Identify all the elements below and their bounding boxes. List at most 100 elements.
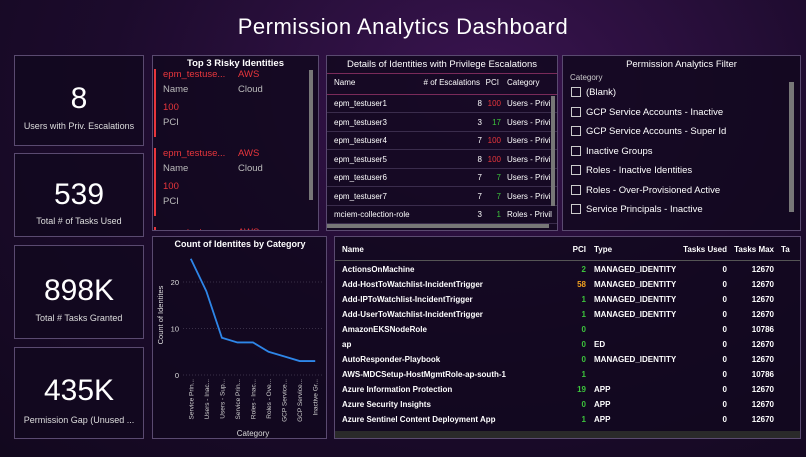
table-cell: 12670: [751, 265, 774, 274]
table-cell: APP: [594, 400, 611, 409]
row-rule: [327, 167, 557, 169]
table-cell: ED: [594, 340, 606, 349]
x-tick-label: GCP Service...: [282, 379, 289, 422]
scrollbar[interactable]: [327, 224, 549, 228]
x-axis-label: Category: [237, 429, 269, 438]
scrollbar[interactable]: [309, 70, 313, 200]
checkbox[interactable]: [571, 126, 581, 136]
table-cell: AWS-MDCSetup-HostMgmtRole-ap-south-1: [342, 370, 506, 379]
x-tick-label: Service Prin...: [188, 379, 195, 420]
kpi-card: 898K Total # Tasks Granted: [14, 245, 144, 339]
kpi-label: Total # of Tasks Used: [36, 216, 122, 226]
chart-panel: Count of Identites by Category Count of …: [152, 236, 327, 439]
y-tick-label: 0: [175, 371, 179, 380]
table-cell: Azure Security Insights: [342, 400, 431, 409]
table-cell: APP: [594, 385, 611, 394]
checkbox[interactable]: [571, 165, 581, 175]
table-cell: 8: [477, 154, 482, 164]
filter-option[interactable]: Service Principals - Inactive: [586, 204, 703, 215]
table-cell: 7: [477, 136, 482, 145]
table-cell: ActionsOnMachine: [342, 265, 415, 274]
table-cell: MANAGED_IDENTITY: [594, 265, 677, 274]
field-label: Name: [163, 84, 189, 95]
y-axis-label: Count of Identites: [156, 285, 165, 344]
identity-name: epm_testuse...: [163, 227, 225, 230]
checkbox[interactable]: [571, 87, 581, 97]
table-cell: 0: [722, 385, 727, 394]
y-tick-label: 10: [171, 324, 179, 333]
table-cell: MANAGED_IDENTITY: [594, 295, 677, 304]
checkbox[interactable]: [571, 106, 581, 117]
table-cell: 0: [722, 400, 727, 409]
filter-option[interactable]: Inactive Groups: [586, 145, 653, 157]
field-label: Cloud: [238, 163, 263, 174]
table-cell: 0: [722, 265, 727, 274]
table-cell: 7: [477, 191, 482, 201]
table-cell: 1: [581, 310, 586, 319]
table-cell: 3: [477, 117, 482, 127]
panel-title: Top 3 Risky Identities: [187, 58, 284, 69]
table-cell: Users - Privil: [507, 117, 553, 127]
table-cell: 0: [722, 325, 727, 334]
x-tick-label: Roles - Ove...: [266, 379, 273, 419]
table-cell: epm_testuser7: [334, 191, 387, 201]
filter-option[interactable]: Roles - Over-Provisioned Active: [586, 184, 721, 196]
kpi-label: Total # Tasks Granted: [35, 313, 123, 323]
filter-option[interactable]: GCP Service Accounts - Inactive: [586, 106, 724, 118]
table-cell: 12670: [751, 280, 774, 289]
table-cell: 3: [477, 210, 482, 219]
x-tick-label: Users - Inac...: [204, 379, 211, 420]
row-rule: [327, 223, 557, 224]
x-tick-label: GCP Service...: [297, 379, 304, 422]
filter-option[interactable]: (Blank): [586, 87, 617, 98]
panel-title: Permission Analytics Filter: [626, 59, 737, 70]
field-label: PCI: [163, 196, 179, 207]
table-cell: 12670: [751, 295, 774, 304]
table-cell: Add-UserToWatchlist-IncidentTrigger: [342, 310, 483, 319]
table-cell: 7: [477, 173, 482, 182]
table-cell: 2: [581, 265, 586, 274]
identity-pci: 100: [163, 102, 179, 113]
row-rule: [327, 149, 557, 150]
identity-name: epm_testuse...: [163, 69, 226, 80]
table-cell: 12670: [751, 415, 774, 424]
table-cell: epm_testuser6: [334, 173, 387, 182]
table-cell: 58: [577, 280, 586, 289]
table-cell: 0: [722, 310, 727, 319]
table-cell: AutoResponder-Playbook: [342, 355, 441, 364]
accent-bar: [154, 148, 156, 216]
filter-option[interactable]: Roles - Inactive Identities: [586, 165, 693, 176]
table-cell: 1: [496, 210, 501, 219]
field-label: PCI: [163, 117, 179, 128]
scrollbar[interactable]: [551, 96, 555, 206]
column-header: # of Escalations: [423, 78, 480, 87]
chart-title: Count of Identites by Category: [174, 239, 305, 249]
checkbox[interactable]: [571, 145, 581, 156]
table-cell: 7: [496, 173, 501, 182]
table-cell: 1: [581, 370, 586, 379]
header-rule: [335, 260, 800, 261]
checkbox[interactable]: [571, 184, 581, 195]
row-rule: [327, 112, 557, 113]
table-cell: 8: [477, 99, 482, 108]
table-cell: 0: [722, 280, 727, 289]
table-cell: Users - Privil: [507, 173, 553, 182]
page-title: Permission Analytics Dashboard: [237, 14, 569, 39]
line-chart: Count of Identites by Category Count of …: [156, 239, 323, 438]
table-cell: 1: [581, 295, 586, 304]
scrollbar[interactable]: [789, 82, 794, 212]
checkbox[interactable]: [571, 204, 581, 214]
table-cell: 0: [581, 325, 586, 334]
kpi-value: 435K: [43, 374, 115, 407]
identity-table: Name PCI Type Tasks Used Tasks Max Ta ActionsO…: [334, 236, 801, 439]
x-tick-label: Inactive Gr...: [313, 379, 320, 416]
scrollbar[interactable]: [335, 431, 800, 438]
panel-title: Details of Identities with Privilege Esc…: [346, 59, 538, 70]
column-header: Ta: [781, 245, 790, 254]
table-cell: 12670: [751, 400, 774, 409]
table-cell: 0: [581, 400, 586, 409]
identity-pci: 100: [163, 181, 179, 192]
column-header: Type: [594, 245, 613, 254]
filter-option[interactable]: GCP Service Accounts - Super Id: [586, 126, 727, 137]
table-cell: Users - Privil: [507, 99, 553, 108]
